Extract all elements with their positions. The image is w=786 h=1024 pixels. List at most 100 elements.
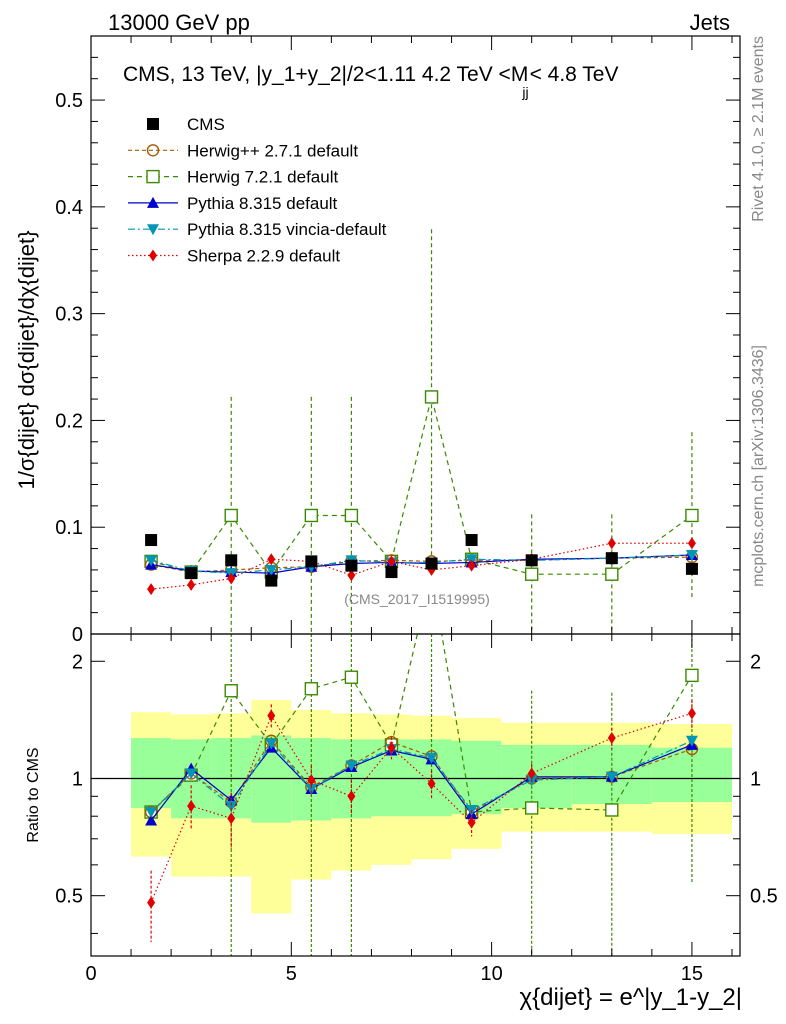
- point-ratio-sherpa-4: [307, 774, 316, 787]
- point-ratio-herwig7-5: [344, 670, 359, 684]
- ratio-plot-area: [91, 634, 740, 956]
- ratio-ticks: 0 5 10 15 0.5 0.5 1 1 2 2: [55, 634, 778, 985]
- xtick-label: 15: [681, 963, 703, 985]
- legend: CMS Herwig++ 2.7.1 default Herwig 7.2.1 de…: [128, 115, 387, 266]
- series-top-cms: [145, 534, 698, 587]
- point-ratio-herwig7-2: [224, 684, 238, 698]
- point-top-cms-6: [385, 566, 398, 579]
- series-ratio-sherpa: [147, 700, 696, 943]
- ratio-ytick-label-left: 2: [72, 651, 83, 673]
- point-top-cms-10: [605, 552, 618, 565]
- legend-label-herwigpp: Herwig++ 2.7.1 default: [187, 141, 358, 160]
- line-top-herwig7: [150, 396, 693, 575]
- point-ratio-vincia-1: [185, 768, 198, 780]
- plot-title: CMS, 13 TeV, |y_1+y_2|/2<1.11 4.2 TeV <M…: [123, 63, 619, 100]
- point-ratio-sherpa-5: [347, 790, 356, 803]
- point-ratio-herwig7-11: [685, 668, 699, 683]
- top-ytick-label: 0.3: [55, 304, 83, 326]
- point-top-herwig7-5: [344, 508, 359, 523]
- ratio-axis-title: Ratio to CMS: [25, 747, 42, 842]
- mcplots-label: mcplots.cern.ch [arXiv:1306.3436]: [750, 345, 767, 587]
- legend-label-pythia: Pythia 8.315 default: [187, 194, 338, 213]
- point-top-vincia-0: [145, 555, 158, 567]
- ratio-panel: 0 5 10 15 0.5 0.5 1 1 2 2: [55, 633, 778, 985]
- legend-entry-vincia: Pythia 8.315 vincia-default: [128, 220, 387, 239]
- point-top-herwig7-9: [524, 567, 539, 581]
- legend-marker-sherpa: [149, 249, 157, 262]
- top-ytick-label: 0.1: [55, 517, 83, 539]
- point-ratio-vincia-5: [345, 760, 358, 772]
- point-top-sherpa-5: [347, 569, 356, 582]
- energy-label: 13000 GeV pp: [108, 10, 250, 35]
- point-top-sherpa-2: [227, 572, 236, 585]
- legend-entry-cms: CMS: [147, 115, 225, 134]
- band-inner-8: [451, 740, 502, 815]
- legend-entry-sherpa: Sherpa 2.2.9 default: [128, 247, 340, 266]
- point-ratio-vincia-0: [145, 807, 158, 819]
- rivet-label: Rivet 4.1.0, ≥ 2.1M events: [750, 36, 767, 222]
- point-ratio-herwig7-10: [605, 803, 619, 817]
- point-top-herwig7-2: [224, 508, 238, 523]
- point-ratio-vincia-7: [425, 752, 438, 764]
- point-top-sherpa-8: [467, 559, 476, 572]
- point-top-vincia-3: [265, 564, 278, 576]
- point-ratio-sherpa-11: [687, 707, 696, 720]
- point-ratio-sherpa-1: [187, 799, 196, 812]
- point-top-herwig7-10: [605, 567, 619, 581]
- point-ratio-vincia-11: [685, 735, 698, 747]
- legend-entry-herwigpp: Herwig++ 2.7.1 default: [128, 141, 358, 160]
- line-ratio-herwigpp: [150, 739, 693, 813]
- point-top-cms-11: [685, 562, 698, 575]
- point-top-cms-9: [525, 554, 538, 567]
- line-top-vincia: [150, 554, 692, 574]
- y-axis-title: 1/σ{dijet} dσ{dijet}/dχ{dijet}: [14, 231, 39, 490]
- point-top-sherpa-6: [387, 555, 396, 568]
- xtick-label: 5: [286, 963, 297, 985]
- point-top-sherpa-1: [187, 578, 196, 591]
- ratio-ytick-label-right: 1: [750, 768, 761, 790]
- point-ratio-pythia-0: [145, 814, 158, 826]
- ratio-ytick-label-right: 2: [750, 651, 761, 673]
- legend-marker-pythia: [147, 196, 159, 208]
- xtick-label: 0: [85, 963, 96, 985]
- point-ratio-sherpa-8: [467, 816, 476, 829]
- point-top-cms-7: [425, 557, 438, 570]
- legend-label-vincia: Pythia 8.315 vincia-default: [187, 220, 387, 239]
- top-ytick-label: 0: [72, 624, 83, 646]
- point-ratio-herwig7-4: [304, 682, 319, 696]
- legend-marker-herwig7: [146, 169, 160, 184]
- point-ratio-herwig7-9: [524, 801, 539, 815]
- point-ratio-vincia-3: [265, 738, 278, 750]
- legend-label-cms: CMS: [187, 115, 225, 134]
- line-ratio-sherpa: [150, 712, 693, 903]
- point-ratio-sherpa-9: [527, 767, 536, 780]
- point-ratio-sherpa-3: [267, 709, 276, 722]
- top-ytick-label: 0.5: [55, 90, 83, 112]
- line-ratio-vincia: [150, 740, 693, 813]
- point-top-cms-0: [145, 534, 158, 547]
- line-top-sherpa: [151, 542, 692, 590]
- line-ratio-pythia: [150, 744, 693, 821]
- legend-label-herwig7: Herwig 7.2.1 default: [187, 168, 338, 187]
- x-axis-title: χ{dijet} = e^|y_1-y_2|: [520, 984, 742, 1011]
- point-ratio-sherpa-7: [427, 777, 436, 790]
- distribution-panel: 0 0.1 0.2 0.3 0.4 0.5 CMS, 13 TeV, |y_1+y_2|/…: [55, 35, 741, 646]
- band-inner-0: [131, 738, 172, 808]
- xtick-label: 10: [480, 963, 502, 985]
- line-top-pythia: [150, 554, 692, 574]
- point-top-sherpa-10: [607, 537, 616, 550]
- point-ratio-sherpa-6: [387, 741, 396, 754]
- point-top-sherpa-0: [147, 583, 156, 596]
- point-top-cms-2: [225, 554, 238, 567]
- point-top-herwig7-11: [685, 508, 699, 523]
- point-top-vincia-11: [685, 549, 698, 561]
- top-ytick-label: 0.4: [55, 197, 83, 219]
- line-ratio-herwig7: [150, 634, 693, 813]
- point-top-herwig7-7: [424, 390, 439, 404]
- point-ratio-vincia-2: [225, 800, 238, 812]
- point-top-herwig7-4: [304, 508, 319, 523]
- top-ytick-label: 0.2: [55, 410, 83, 432]
- legend-marker-vincia: [147, 224, 159, 236]
- point-top-cms-5: [345, 559, 358, 572]
